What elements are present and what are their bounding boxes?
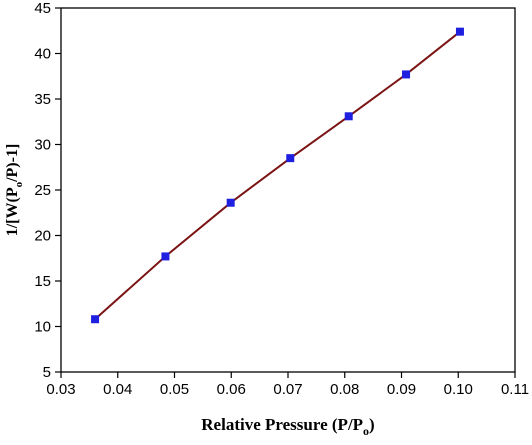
y-tick-label: 5 xyxy=(43,364,51,381)
y-tick-label: 20 xyxy=(34,228,51,245)
y-tick-label: 40 xyxy=(34,46,51,63)
data-point xyxy=(344,112,353,121)
x-tick-label: 0.05 xyxy=(160,381,189,398)
data-point xyxy=(455,27,464,36)
y-tick-label: 25 xyxy=(34,182,51,199)
x-tick-label: 0.10 xyxy=(444,381,473,398)
x-axis-ticks: 0.03 0.04 0.05 0.06 0.07 0.08 0.09 0.10 0.11 xyxy=(46,372,529,398)
data-point xyxy=(161,252,170,261)
x-tick-label: 0.07 xyxy=(273,381,302,398)
data-point xyxy=(402,70,411,79)
y-tick-label: 45 xyxy=(34,0,51,17)
data-point xyxy=(226,198,235,207)
plot-frame xyxy=(60,7,516,373)
x-tick-label: 0.04 xyxy=(103,381,132,398)
x-tick-label: 0.06 xyxy=(217,381,246,398)
y-axis-ticks: 5 10 15 20 25 30 35 40 45 xyxy=(34,0,61,381)
x-tick-label: 0.11 xyxy=(501,381,529,398)
data-point xyxy=(91,315,100,324)
y-tick-label: 35 xyxy=(34,91,51,108)
x-tick-label: 0.09 xyxy=(387,381,416,398)
y-tick-label: 15 xyxy=(34,273,51,290)
data-point xyxy=(286,154,295,163)
x-tick-label: 0.08 xyxy=(330,381,359,398)
series-layer xyxy=(91,27,464,324)
x-axis-title: Relative Pressure (P/Po) xyxy=(201,415,374,438)
x-tick-label: 0.03 xyxy=(46,381,75,398)
y-tick-label: 10 xyxy=(34,319,51,336)
y-tick-label: 30 xyxy=(34,137,51,154)
y-axis-title: 1/[W(Po/P)-1] xyxy=(4,144,25,237)
